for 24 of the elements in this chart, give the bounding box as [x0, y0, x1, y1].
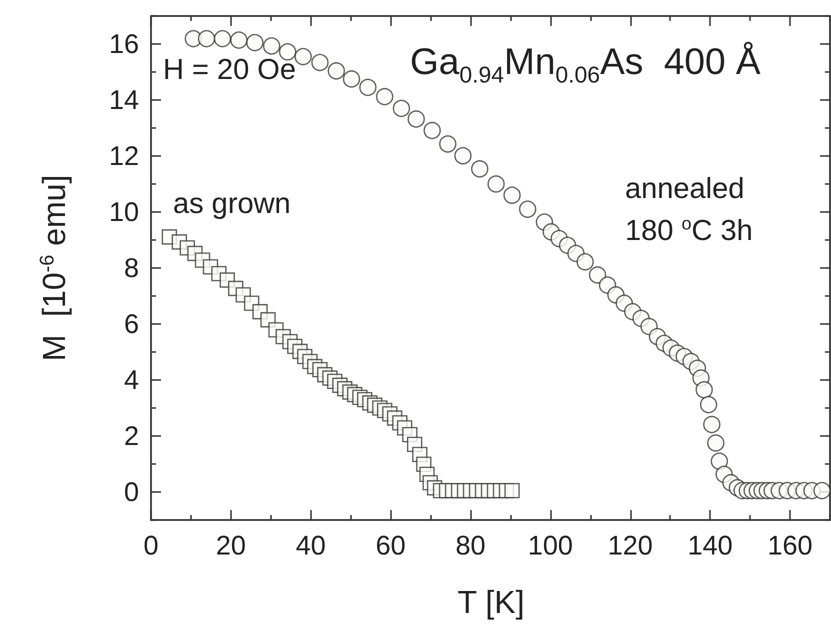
y-tick-label: 12: [108, 141, 139, 171]
x-axis-title: T [K]: [458, 583, 524, 622]
annotation: annealed 180 $^{o}$C 3h: [625, 172, 753, 250]
x-tick-label: 40: [296, 530, 326, 560]
x-tick-label: 140: [688, 530, 733, 560]
annotation: as grown: [173, 187, 291, 222]
x-tick-label: 120: [608, 530, 653, 560]
text: Ga$_{0.94}$Mn$_{0.06}$As 400 Å: [410, 40, 761, 90]
x-tick-label: 160: [768, 530, 813, 560]
x-tick-label: 20: [216, 530, 246, 560]
x-tick-label: 100: [528, 530, 573, 560]
y-tick-label: 2: [124, 421, 139, 451]
y-tick-label: 16: [108, 29, 139, 59]
x-tick-label: 60: [376, 530, 406, 560]
x-tick-label: 0: [143, 530, 159, 560]
y-tick-label: 14: [108, 85, 139, 115]
y-tick-label: 10: [108, 197, 139, 227]
annotation: H = 20 Oe: [163, 53, 296, 88]
point: [504, 482, 520, 498]
y-tick-label: 8: [124, 253, 139, 283]
y-tick-label: 6: [124, 309, 139, 339]
y-tick-label: 0: [124, 477, 139, 507]
y-tick-label: 4: [124, 365, 139, 395]
x-tick-label: 80: [456, 530, 486, 560]
